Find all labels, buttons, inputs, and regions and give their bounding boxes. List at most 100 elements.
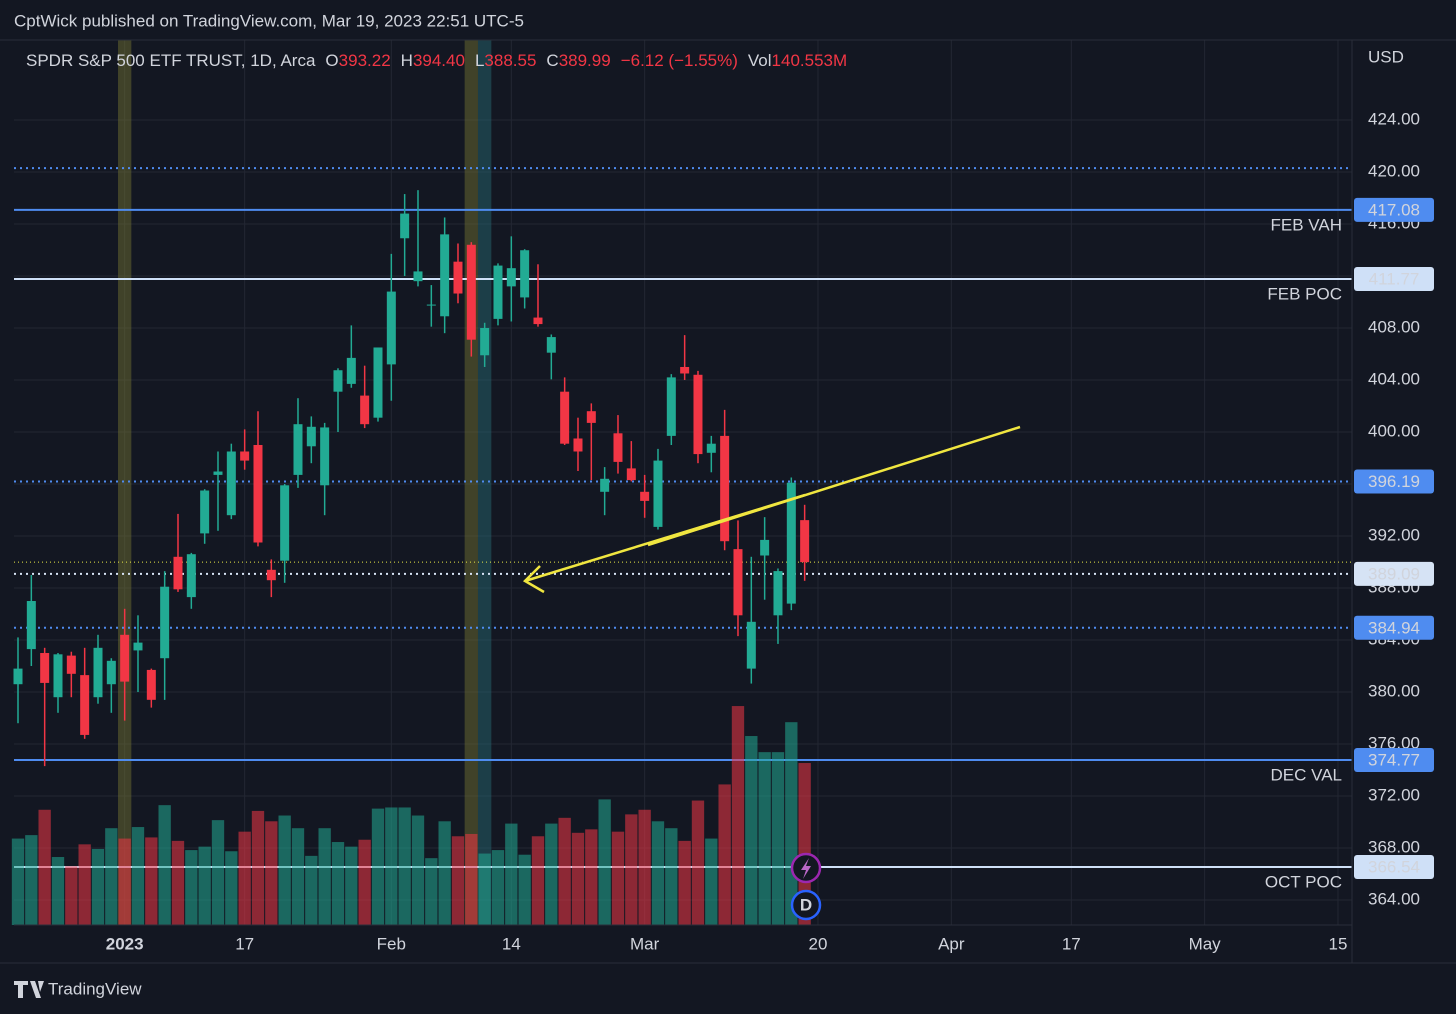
candle-body (280, 485, 290, 561)
volume-bar (745, 736, 758, 925)
volume-bar (545, 823, 558, 925)
legend-value: 389.99 (559, 51, 611, 70)
volume-bar (505, 823, 518, 925)
x-tick-label: 17 (235, 934, 254, 953)
price-tag (1354, 197, 1434, 222)
candle-body (653, 460, 663, 527)
candle-body (733, 549, 743, 616)
volume-bar (251, 810, 265, 925)
candle-body (640, 491, 650, 501)
legend-value: 394.40 (413, 51, 465, 70)
candle-body (386, 291, 396, 365)
candle-body (786, 482, 796, 604)
candle-body (453, 261, 463, 294)
price-tag-text: 374.77 (1368, 750, 1420, 769)
price-tag-text: 411.77 (1369, 269, 1420, 288)
price-tag (1354, 615, 1434, 640)
level-label: FEB VAH (1271, 215, 1342, 234)
candle-body (133, 642, 143, 651)
candle-body (466, 244, 476, 340)
volume-bar (718, 784, 731, 925)
legend-value: 140.553M (772, 51, 848, 70)
candle-body (240, 451, 250, 461)
y-tick-label: 392.00 (1368, 525, 1420, 544)
volume-bar (65, 866, 78, 925)
logo (14, 981, 44, 998)
volume-bar (585, 829, 598, 925)
y-tick-label: 372.00 (1368, 786, 1420, 805)
candle-body (146, 669, 156, 700)
level-label: FEB POC (1267, 284, 1342, 303)
volume-bar (571, 832, 585, 925)
candle-body (440, 234, 450, 317)
y-tick-label: 424.00 (1368, 109, 1420, 128)
candle-body (373, 347, 383, 418)
volume-bar (185, 850, 198, 925)
x-tick-label: Feb (377, 934, 406, 953)
x-tick-label: May (1189, 934, 1222, 953)
candle-body (253, 444, 263, 543)
candle-body (666, 377, 676, 436)
y-tick-label: 368.00 (1368, 838, 1420, 857)
volume-bar (611, 831, 625, 925)
volume-bar (678, 840, 691, 925)
volume-bar (558, 817, 571, 925)
candle-body (93, 647, 103, 698)
candle-body (200, 490, 210, 534)
volume-bar (371, 808, 385, 925)
volume-bar (598, 799, 611, 925)
candle-body (546, 337, 556, 353)
y-tick-label: 376.00 (1368, 734, 1420, 753)
event-bolt (801, 858, 811, 879)
candle-body (533, 317, 543, 325)
price-tag (1354, 266, 1434, 291)
volume-bar (105, 828, 118, 925)
candle-body (693, 374, 703, 455)
x-tick-label: 2023 (106, 934, 144, 953)
candle-body (106, 660, 116, 685)
volume-bar (51, 857, 65, 925)
publish-info: CptWick published on TradingView.com, Ma… (14, 11, 524, 30)
volume-bar (358, 839, 371, 925)
volume-bar (771, 752, 785, 925)
candle-body (360, 395, 370, 425)
volume-bar (131, 827, 145, 925)
volume-bar (425, 858, 438, 925)
volume-bar (758, 752, 771, 925)
legend-key: L (475, 51, 484, 70)
candle-body (80, 675, 90, 735)
candle-body (720, 435, 730, 542)
volume-bar (665, 828, 678, 925)
candle-body (586, 411, 596, 423)
candle-body (13, 668, 23, 685)
volume-bar (91, 848, 105, 925)
legend-value: 388.55 (484, 51, 536, 70)
volume-bar (278, 815, 291, 925)
volume-bar (531, 836, 545, 925)
volume-bar (11, 838, 25, 925)
candle-body (306, 426, 316, 447)
candle-body (333, 370, 343, 392)
volume-bar (625, 814, 638, 925)
x-tick-label: 20 (809, 934, 828, 953)
candle-body (186, 554, 196, 598)
volume-bar (398, 807, 411, 925)
volume-bar (798, 763, 811, 925)
x-tick-label: Apr (938, 934, 965, 953)
annotations (522, 425, 1021, 594)
volume-bar (225, 851, 238, 925)
volume-bar (145, 837, 158, 925)
candle-body (626, 468, 636, 481)
legend-key: H (401, 51, 413, 70)
volume-bar (451, 836, 465, 925)
candle-body (773, 571, 783, 616)
price-tag-text: 384.94 (1368, 618, 1420, 637)
candle-body (520, 250, 530, 298)
brand: TradingView (48, 979, 142, 998)
highlight-band (117, 40, 132, 925)
price-tag (1354, 561, 1434, 586)
candle-body (226, 451, 236, 516)
volume-bar (305, 855, 318, 925)
y-tick-label: 420.00 (1368, 161, 1420, 180)
